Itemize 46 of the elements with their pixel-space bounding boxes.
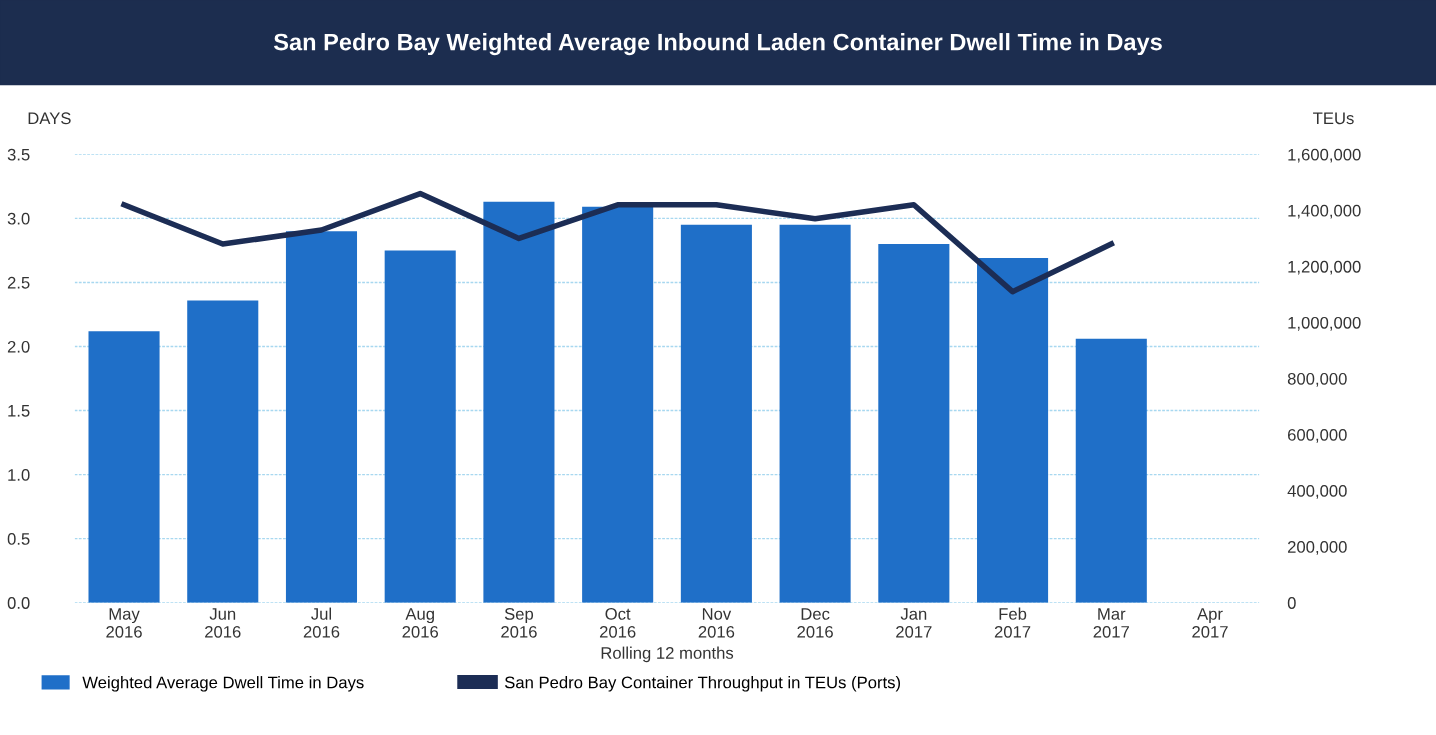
bar — [680, 224, 752, 603]
y-tick-label: 1.0 — [8, 469, 30, 481]
y-tick-label: 2.5 — [7, 276, 30, 289]
x-tick-label: Jan 2017 — [896, 608, 932, 638]
legend-label: Weighted Average Dwell Time in Days — [82, 676, 364, 692]
y2-axis-title: TEUs — [1313, 112, 1354, 125]
y-tick-label: 2.0 — [7, 340, 30, 353]
y2-tick-label: 1,000,000 — [1288, 316, 1361, 331]
x-tick-label: Jul 2016 — [303, 607, 340, 638]
x-tick-label: Dec 2016 — [797, 608, 833, 638]
x-tick-label: Sep 2016 — [501, 608, 537, 638]
x-tick-label: Apr 2017 — [1192, 608, 1228, 638]
x-tick-label: Mar 2017 — [1093, 608, 1129, 638]
y2-tick-label: 800,000 — [1287, 372, 1347, 387]
y2-tick-label: 600,000 — [1288, 428, 1347, 443]
x-tick-label: Feb 2017 — [994, 607, 1031, 638]
bar — [582, 206, 654, 603]
y-axis-title: DAYS — [28, 112, 71, 125]
legend-label: San Pedro Bay Container Throughput in TEUs (Ports) — [504, 676, 901, 692]
x-axis-title: Rolling 12 months — [601, 646, 734, 663]
bar — [779, 224, 851, 603]
y-tick-label: 3.0 — [7, 212, 30, 225]
y2-tick-label: 1,200,000 — [1288, 260, 1361, 275]
bar — [285, 231, 358, 603]
y-tick-label: 0.0 — [7, 597, 30, 609]
x-tick-label: Jun 2016 — [205, 608, 241, 638]
x-tick-label: Oct 2016 — [599, 608, 636, 638]
y-tick-label: 3.5 — [7, 148, 30, 161]
bar — [384, 250, 456, 603]
bar — [483, 201, 555, 603]
y2-tick-label: 1,600,000 — [1288, 148, 1361, 163]
bar — [88, 331, 160, 603]
y-tick-label: 1.5 — [8, 405, 30, 417]
bar — [878, 244, 950, 603]
y2-tick-label: 1,400,000 — [1288, 204, 1361, 219]
bar — [1075, 338, 1147, 603]
x-tick-label: May 2016 — [106, 608, 142, 638]
bar — [187, 300, 259, 603]
y2-tick-label: 200,000 — [1287, 541, 1347, 555]
y2-tick-label: 0 — [1287, 597, 1296, 609]
y-tick-label: 0.5 — [7, 533, 30, 545]
chart-title: San Pedro Bay Weighted Average Inbound Laden Container Dwell Time in Days — [273, 33, 1162, 56]
y2-tick-label: 400,000 — [1287, 485, 1347, 499]
bar — [977, 258, 1049, 603]
x-tick-label: Nov 2016 — [698, 608, 735, 638]
x-tick-label: Aug 2016 — [402, 608, 439, 638]
